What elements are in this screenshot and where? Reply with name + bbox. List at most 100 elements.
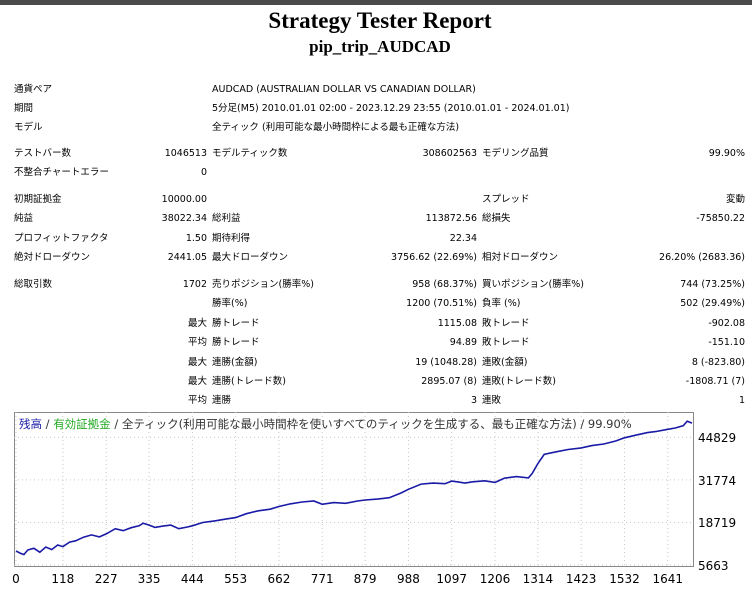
bars-label: テストバー数: [14, 148, 72, 159]
net-label: 純益: [14, 213, 34, 224]
gross-loss-value: -75850.22: [696, 213, 745, 224]
x-tick-label: 1314: [522, 572, 554, 586]
cons-losses-money-label: 連敗(金額): [482, 357, 528, 368]
x-tick-label: 227: [94, 572, 118, 586]
symbol-value: AUDCAD (AUSTRALIAN DOLLAR VS CANADIAN DO…: [212, 84, 476, 95]
win-label: 勝率(%): [212, 298, 248, 309]
max-loss-value: -902.08: [708, 318, 745, 329]
trades-label: 総取引数: [14, 279, 53, 290]
avg-loss-label: 敗トレード: [482, 337, 530, 348]
gross-profit-label: 総利益: [212, 213, 241, 224]
loss-label: 負率 (%): [482, 298, 521, 309]
expected-label: 期待利得: [212, 233, 251, 244]
short-label: 売りポジション(勝率%): [212, 279, 314, 290]
x-tick-label: 1423: [565, 572, 597, 586]
max-dd-value: 3756.62 (22.69%): [391, 252, 477, 263]
quality-value: 99.90%: [708, 148, 745, 159]
short-value: 958 (68.37%): [412, 279, 477, 290]
quality-label: モデリング品質: [482, 148, 549, 159]
cons-profit-value: 2895.07 (8): [421, 376, 477, 387]
long-label: 買いポジション(勝率%): [482, 279, 584, 290]
ticks-label: モデルティック数: [212, 148, 288, 159]
grid-horizontal: [14, 436, 694, 566]
x-tick-label: 1097: [436, 572, 467, 586]
avg-cons-loss-value: 1: [738, 395, 745, 406]
y-tick-label: 18719: [698, 516, 737, 531]
x-tick-label: 553: [224, 572, 248, 586]
report-title: Strategy Tester Report: [268, 8, 492, 33]
legend-equity: 有効証拠金: [53, 417, 111, 431]
symbol-label: 通貨ペア: [14, 84, 53, 95]
abs-dd-value: 2441.05: [167, 252, 207, 263]
avg-win-value: 94.89: [449, 337, 477, 348]
legend-balance: 残高: [19, 417, 42, 431]
avg-cons-win-value: 3: [470, 395, 477, 406]
abs-dd-label: 絶対ドローダウン: [14, 252, 91, 263]
x-tick-label: 1206: [479, 572, 511, 586]
max-prefix-2: 最大: [187, 357, 207, 368]
top-bar: [0, 0, 752, 5]
pf-label: プロフィットファクタ: [14, 233, 109, 244]
x-tick-label: 444: [180, 572, 204, 586]
max-win-value: 1115.08: [437, 318, 477, 329]
max-prefix-1: 最大: [187, 318, 207, 329]
gross-loss-label: 総損失: [482, 213, 511, 224]
y-tick-label: 5663: [698, 559, 729, 573]
max-loss-label: 敗トレード: [482, 318, 530, 329]
balance-line: [15, 420, 693, 556]
avg-prefix-2: 平均: [187, 395, 207, 406]
expected-value: 22.34: [449, 233, 477, 244]
x-tick-label: 988: [396, 572, 420, 586]
avg-prefix-1: 平均: [187, 337, 207, 348]
report-subtitle: pip_trip_AUDCAD: [309, 37, 451, 56]
x-tick-label: 0: [12, 572, 20, 586]
deposit-label: 初期証拠金: [14, 194, 62, 205]
y-tick-label: 31774: [698, 473, 737, 488]
legend-sep-1: /: [42, 417, 54, 431]
spread-label: スプレッド: [482, 194, 530, 205]
x-tick-label: 118: [51, 572, 75, 586]
mismatch-label: 不整合チャートエラー: [14, 167, 109, 178]
long-value: 744 (73.25%): [680, 279, 745, 290]
cons-loss-label: 連敗(トレード数): [482, 376, 556, 387]
rel-dd-value: 26.20% (2683.36): [659, 252, 745, 263]
avg-cons-loss-label: 連敗: [482, 395, 502, 406]
gross-profit-value: 113872.56: [425, 213, 477, 224]
x-tick-label: 771: [310, 572, 334, 586]
y-tick-label: 44829: [698, 431, 737, 446]
balance-chart: 残高 / 有効証拠金 / 全ティック(利用可能な最小時間枠を使いすべてのティック…: [12, 412, 750, 595]
loss-value: 502 (29.49%): [680, 298, 745, 309]
x-tick-label: 1532: [609, 572, 640, 586]
model-label: モデル: [14, 122, 43, 133]
x-tick-label: 335: [137, 572, 161, 586]
cons-losses-money-value: 8 (-823.80): [691, 357, 745, 368]
avg-win-label: 勝トレード: [212, 337, 260, 348]
max-dd-label: 最大ドローダウン: [212, 252, 289, 263]
chart-svg: [14, 412, 694, 567]
cons-loss-value: -1808.71 (7): [685, 376, 745, 387]
cons-wins-money-value: 19 (1048.28): [415, 357, 477, 368]
legend-sep-2: /: [110, 417, 122, 431]
avg-loss-value: -151.10: [708, 337, 745, 348]
max-prefix-3: 最大: [187, 376, 207, 387]
win-value: 1200 (70.51%): [406, 298, 477, 309]
plot-frame: [14, 412, 694, 567]
x-tick-label: 662: [267, 572, 291, 586]
cons-wins-money-label: 連勝(金額): [212, 357, 258, 368]
avg-cons-win-label: 連勝: [212, 395, 232, 406]
x-tick-label: 1641: [652, 572, 684, 586]
legend-description: 全ティック(利用可能な最小時間枠を使いすべてのティックを生成する、最も正確な方法…: [121, 417, 632, 431]
period-label: 期間: [14, 103, 34, 114]
ticks-value: 308602563: [422, 148, 477, 159]
net-value: 38022.34: [161, 213, 207, 224]
rel-dd-label: 相対ドローダウン: [482, 252, 559, 263]
pf-value: 1.50: [185, 233, 207, 244]
deposit-value: 10000.00: [161, 194, 207, 205]
chart-legend: 残高 / 有効証拠金 / 全ティック(利用可能な最小時間枠を使いすべてのティック…: [19, 416, 632, 432]
cons-profit-label: 連勝(トレード数): [212, 376, 286, 387]
model-value: 全ティック (利用可能な最小時間枠による最も正確な方法): [212, 122, 460, 133]
x-tick-label: 879: [353, 572, 377, 586]
mismatch-value: 0: [200, 167, 207, 178]
trades-value: 1702: [182, 279, 207, 290]
period-value: 5分足(M5) 2010.01.01 02:00 - 2023.12.29 23…: [212, 103, 570, 114]
